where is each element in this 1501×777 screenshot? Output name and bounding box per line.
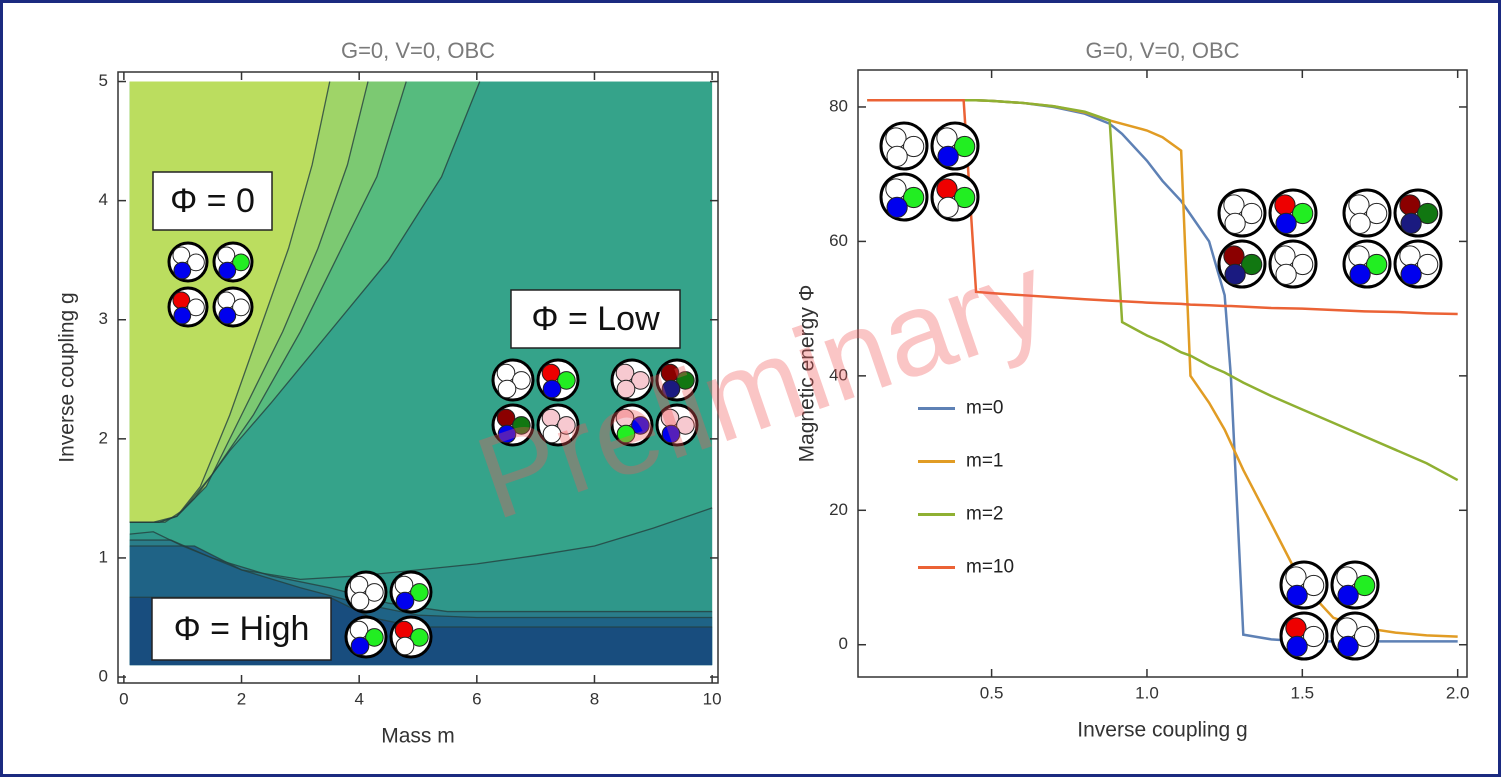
chart-title: G=0, V=0, OBC: [341, 38, 495, 63]
icon-dot: [938, 197, 958, 217]
y-tick-label: 20: [829, 500, 848, 519]
icon-dot: [350, 621, 368, 639]
icon-dot: [219, 307, 236, 324]
icon-dot: [937, 179, 957, 199]
y-tick-label: 2: [99, 428, 108, 447]
icon-dot: [1275, 246, 1295, 266]
icon-dot: [1338, 636, 1358, 656]
icon-dot: [351, 637, 369, 655]
icon-dot: [174, 307, 191, 324]
icon-dot: [219, 262, 236, 279]
icon-dot: [887, 197, 907, 217]
icon-dot: [1275, 195, 1295, 215]
icon-dot: [396, 592, 414, 610]
x-tick-label: 6: [472, 689, 481, 708]
icon-dot: [395, 576, 413, 594]
x-tick-label: 1.0: [1135, 683, 1159, 702]
icon-dot: [886, 128, 906, 148]
icon-dot: [1287, 585, 1307, 605]
icon-dot: [1350, 264, 1370, 284]
icon-dot: [498, 380, 516, 398]
icon-dot: [938, 146, 958, 166]
icon-dot: [937, 128, 957, 148]
annotation: Φ = 0: [170, 182, 255, 220]
legend-label: m=1: [966, 451, 1004, 472]
legend-label: m=2: [966, 504, 1004, 525]
x-tick-label: 0: [119, 689, 128, 708]
icon-dot: [497, 364, 515, 382]
icon-dot: [886, 179, 906, 199]
icon-dot: [1338, 585, 1358, 605]
icon-dot: [1276, 213, 1296, 233]
icon-dot: [542, 364, 560, 382]
chart-title: G=0, V=0, OBC: [1085, 38, 1239, 63]
icon-dot: [396, 637, 414, 655]
icon-dot: [1349, 246, 1369, 266]
icon-dot: [1349, 195, 1369, 215]
annotation: Φ = Low: [531, 300, 660, 338]
icon-dot: [1286, 567, 1306, 587]
icon-dot: [1401, 213, 1421, 233]
legend-label: m=10: [966, 557, 1014, 578]
icon-dot: [1224, 246, 1244, 266]
icon-dot: [1337, 618, 1357, 638]
icon-dot: [1286, 618, 1306, 638]
icon-dot: [174, 262, 191, 279]
icon-dot: [1400, 195, 1420, 215]
x-tick-label: 1.5: [1291, 683, 1315, 702]
icon-dot: [1224, 195, 1244, 215]
icon-dot: [1400, 246, 1420, 266]
annotation: Φ = High: [174, 610, 310, 648]
icon-dot: [1287, 636, 1307, 656]
x-tick-label: 2: [237, 689, 246, 708]
icon-dot: [1225, 264, 1245, 284]
x-tick-label: 10: [703, 689, 722, 708]
y-axis-label: Inverse coupling g: [56, 292, 79, 462]
x-tick-label: 4: [354, 689, 363, 708]
y-tick-label: 0: [839, 634, 848, 653]
icon-dot: [1276, 264, 1296, 284]
icon-dot: [1225, 213, 1245, 233]
figure: Φ = 0 Φ = Low Φ = High G=0, V=0, OBC Mass m I…: [0, 0, 1501, 777]
icon-dot: [1350, 213, 1370, 233]
y-tick-label: 3: [99, 309, 108, 328]
x-axis-label: Mass m: [381, 725, 455, 748]
x-tick-label: 0.5: [980, 683, 1004, 702]
y-tick-label: 4: [99, 190, 108, 209]
y-tick-label: 0: [99, 667, 108, 686]
icon-dot: [1401, 264, 1421, 284]
y-tick-label: 60: [829, 231, 848, 250]
icon-dot: [395, 621, 413, 639]
y-tick-label: 80: [829, 96, 848, 115]
y-tick-label: 5: [99, 71, 108, 90]
icon-dot: [351, 592, 369, 610]
icon-dot: [1337, 567, 1357, 587]
x-tick-label: 2.0: [1446, 683, 1470, 702]
legend-label: m=0: [966, 398, 1004, 419]
icon-dot: [350, 576, 368, 594]
y-tick-label: 1: [99, 547, 108, 566]
icon-dot: [887, 146, 907, 166]
x-tick-label: 8: [590, 689, 599, 708]
x-axis-label: Inverse coupling g: [1077, 719, 1247, 742]
